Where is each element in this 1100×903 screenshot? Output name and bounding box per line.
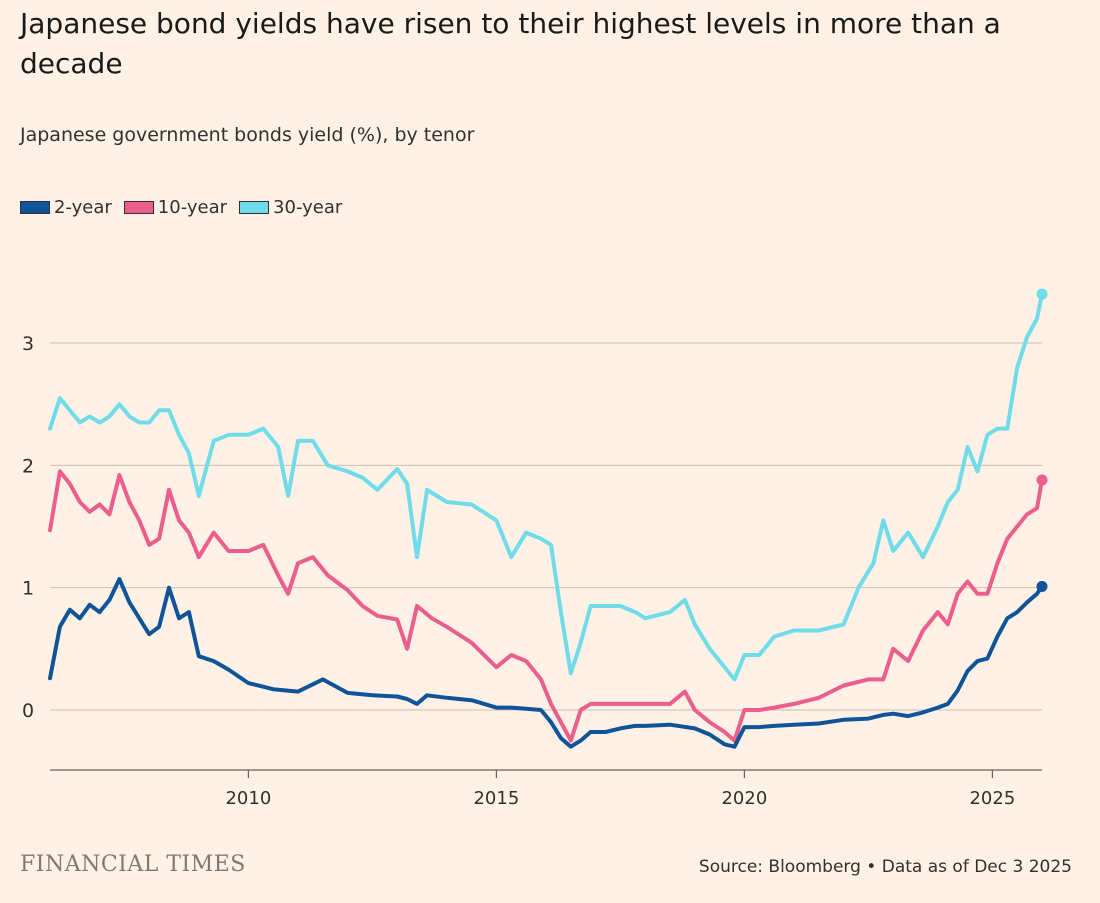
y-tick-label-3: 3: [22, 333, 34, 355]
legend-item-2-year: 2-year: [20, 197, 112, 218]
chart-legend: 2-year 10-year 30-year: [20, 197, 342, 218]
y-tick-label-1: 1: [22, 578, 34, 600]
series-endpoint-2-year: [1036, 580, 1048, 592]
chart-subtitle: Japanese government bonds yield (%), by …: [20, 124, 475, 146]
legend-swatch-10-year: [123, 201, 154, 214]
chart-title: Japanese bond yields have risen to their…: [20, 7, 1001, 80]
series-line-30-year: [48, 292, 1044, 682]
x-tick-label-2025: 2025: [969, 788, 1015, 809]
series-endpoint-10-year: [1036, 474, 1048, 486]
legend-label-2-year: 2-year: [54, 197, 112, 218]
ft-logo: FINANCIAL TIMES: [20, 852, 246, 877]
series-line-10-year: [48, 469, 1044, 743]
legend-label-10-year: 10-year: [157, 197, 228, 218]
legend-swatch-30-year: [239, 201, 270, 214]
source-note: Source: Bloomberg • Data as of Dec 3 202…: [698, 857, 1072, 877]
x-tick-label-2010: 2010: [225, 788, 271, 809]
legend-item-30-year: 30-year: [239, 197, 342, 218]
legend-item-10-year: 10-year: [123, 197, 228, 218]
x-tick-label-2015: 2015: [473, 788, 519, 809]
x-tick-label-2020: 2020: [721, 788, 767, 809]
series-endpoint-30-year: [1036, 288, 1048, 300]
legend-swatch-2-year: [20, 201, 50, 214]
y-tick-label-0: 0: [22, 700, 34, 722]
legend-label-30-year: 30-year: [273, 197, 343, 218]
y-tick-label-2: 2: [22, 455, 34, 477]
series-line-2-year: [48, 577, 1044, 749]
